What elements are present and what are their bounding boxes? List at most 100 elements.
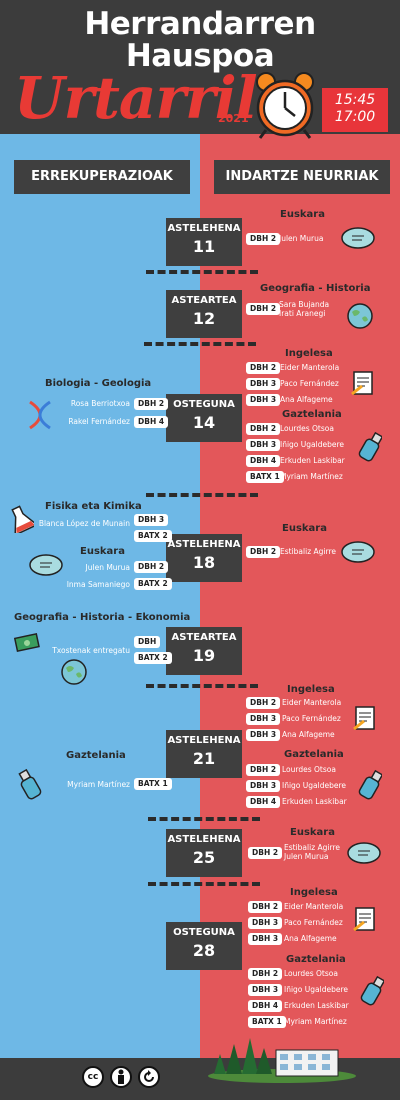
day-name: ASTEARTEA: [171, 295, 237, 306]
level-badge: DBH 2: [246, 233, 281, 245]
day-number: 11: [192, 237, 216, 256]
left-column: [0, 134, 200, 1058]
day-name: ASTEARTEA: [171, 632, 237, 643]
teacher-name: Paco Fernández: [280, 379, 339, 388]
teacher-name: Erkuden Laskibar: [280, 456, 345, 465]
teacher-name: Erkuden Laskibar: [282, 797, 347, 806]
time-box: 15:45 17:00: [322, 88, 388, 132]
teacher-name: Estibaliz Agirre: [284, 843, 340, 852]
level-badge: DBH 2: [248, 847, 283, 859]
teacher-name: Julen Murua: [279, 234, 324, 243]
teacher-name: Eider Manterola: [282, 698, 342, 707]
day-number: 19: [192, 646, 216, 665]
subject-title: Geografia - Historia - Ekonomia: [14, 612, 191, 623]
level-badge: BATX 2: [134, 578, 172, 590]
day-box: ASTEARTEA 12: [166, 290, 242, 338]
teacher-name: Iñigo Ugaldebere: [280, 440, 344, 449]
share-alike-icon: [138, 1066, 160, 1088]
day-number: 25: [192, 848, 216, 867]
teacher-name: Myriam Martínez: [67, 780, 130, 789]
day-box: OSTEGUNA 28: [166, 922, 242, 970]
day-name: ASTELEHENA: [167, 834, 241, 845]
level-badge: DBH 3: [246, 439, 281, 451]
teacher-name: Inma Samaniego: [66, 580, 130, 589]
subject-title: Euskara: [280, 209, 325, 220]
day-name: OSTEGUNA: [173, 927, 235, 938]
level-badge: BATX 2: [134, 530, 172, 542]
teacher-name: Paco Fernández: [284, 918, 343, 927]
level-badge: DBH 4: [246, 455, 281, 467]
day-number: 28: [192, 941, 216, 960]
spray-bottle-icon: [360, 975, 384, 1006]
level-badge: DBH 3: [248, 984, 283, 996]
subject-title: Biologia - Geologia: [45, 378, 152, 389]
teacher-name: Ana Alfageme: [282, 730, 335, 739]
spray-bottle-icon: [358, 769, 382, 800]
teacher-name: Estibaliz Agirre: [280, 547, 336, 556]
notepad-icon: [351, 371, 373, 396]
subject-title: Ingelesa: [290, 887, 338, 898]
level-badge: BATX 2: [134, 652, 172, 664]
level-badge: DBH 2: [246, 423, 281, 435]
month-title: Urtarrila: [14, 64, 294, 132]
divider: [146, 493, 258, 497]
subject-title: Euskara: [80, 546, 125, 557]
level-badge: DBH 2: [248, 901, 283, 913]
divider: [148, 882, 260, 886]
teacher-name: Lourdes Otsoa: [280, 424, 334, 433]
day-box: ASTELEHENA 25: [166, 829, 242, 877]
day-name: ASTELEHENA: [167, 223, 241, 234]
day-box: ASTEARTEA 19: [166, 627, 242, 675]
divider: [148, 817, 260, 821]
speech-bubble-icon: [341, 227, 375, 249]
flask-icon: [11, 505, 34, 533]
globe-icon: [347, 303, 373, 329]
teacher-name: Txostenak entregatu: [52, 646, 130, 655]
title-line-2: Hauspoa: [125, 38, 275, 74]
level-badge: DBH 2: [246, 362, 281, 374]
level-badge: DBH 2: [248, 968, 283, 980]
level-badge: DBH 3: [246, 729, 281, 741]
level-badge: DBH 4: [134, 416, 169, 428]
subject-title: Gaztelania: [284, 749, 344, 760]
day-box: ASTELEHENA 18: [166, 534, 242, 582]
level-badge: DBH 4: [246, 796, 281, 808]
day-box: OSTEGUNA 14: [166, 394, 242, 442]
level-badge: DBH 3: [134, 514, 169, 526]
day-name: ASTELEHENA: [167, 539, 241, 550]
time-start: 15:45: [334, 92, 376, 108]
level-badge: DBH 3: [246, 394, 281, 406]
divider: [144, 342, 256, 346]
teacher-name: Blanca López de Munain: [38, 519, 130, 528]
level-badge: DBH 3: [246, 780, 281, 792]
subject-title: Gaztelania: [66, 750, 126, 761]
level-badge: BATX 1: [248, 1016, 286, 1028]
divider: [146, 684, 258, 688]
section-header-right: INDARTZE NEURRIAK: [214, 160, 390, 194]
level-badge: DBH 3: [246, 378, 281, 390]
teacher-name: Eider Manterola: [284, 902, 344, 911]
level-badge: DBH 2: [246, 697, 281, 709]
teacher-name: Irati Aranegi: [279, 309, 326, 318]
level-badge: DBH 2: [246, 303, 281, 315]
day-number: 12: [192, 309, 216, 328]
level-badge: DBH 2: [134, 398, 169, 410]
level-badge: DBH 2: [246, 546, 281, 558]
teacher-name: Julen Murua: [284, 852, 329, 861]
teacher-name: Erkuden Laskibar: [284, 1001, 349, 1010]
level-badge: DBH 2: [246, 764, 281, 776]
level-badge: BATX 1: [246, 471, 284, 483]
subject-title: Gaztelania: [286, 954, 346, 965]
school-building-icon: [208, 1038, 356, 1083]
speech-bubble-icon: [347, 842, 381, 864]
level-badge: BATX 1: [134, 778, 172, 790]
teacher-name: Rosa Berriotxoa: [70, 399, 130, 408]
teacher-name: Eider Manterola: [280, 363, 340, 372]
spray-bottle-icon: [358, 431, 382, 462]
spray-bottle-icon: [18, 768, 42, 800]
globe-icon: [61, 659, 87, 685]
level-badge: DBH 3: [248, 933, 283, 945]
dna-icon: [29, 400, 51, 430]
teacher-name: Lourdes Otsoa: [284, 969, 338, 978]
